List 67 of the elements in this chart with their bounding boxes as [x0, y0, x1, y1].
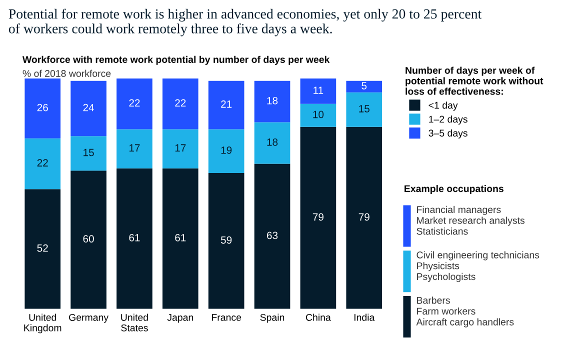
chart-title: Potential for remote work is higher in advanced economies, yet only 20 to 25 percent of workers could work remotely three to five days a week. — [8, 8, 482, 36]
data-label: 17 — [175, 144, 186, 152]
legend-label: 3–5 days — [428, 129, 468, 138]
chart-subtitle: Workforce with remote work potential by number of days per week — [22, 56, 330, 65]
text: Barbers Farm workers Aircraft cargo handlers — [416, 296, 514, 328]
data-label: 15 — [84, 148, 94, 156]
legend-title: Number of days per week of potential remote work without loss of effectiveness: — [406, 66, 544, 95]
bar — [346, 126, 382, 309]
legend-label: 1–2 days — [429, 116, 468, 125]
bar — [300, 104, 336, 127]
bar — [162, 168, 198, 309]
bar — [70, 136, 106, 171]
x-tick-label: Japan — [167, 314, 194, 323]
y-axis-title: % of 2018 workforce — [22, 70, 111, 77]
bar — [116, 129, 152, 168]
data-label: 22 — [129, 99, 140, 107]
data-label: 59 — [220, 236, 232, 244]
data-label: 79 — [312, 213, 324, 221]
data-label: 17 — [129, 144, 140, 152]
bar — [208, 80, 244, 130]
bar — [24, 138, 61, 190]
data-label: 60 — [83, 235, 94, 243]
data-label: 24 — [83, 104, 94, 112]
x-tick-label: Spain — [260, 314, 284, 323]
bar — [346, 92, 382, 127]
bar — [208, 172, 244, 309]
bar — [70, 80, 106, 136]
x-tick-label: France — [212, 314, 242, 321]
data-label: 18 — [267, 96, 278, 104]
text: Financial managers Market research analysts Statisticians — [416, 206, 525, 235]
data-label: 15 — [359, 105, 370, 112]
data-label: 79 — [358, 213, 370, 221]
data-label: 26 — [37, 104, 48, 112]
data-label: 21 — [221, 100, 232, 108]
x-tick-label: China — [306, 314, 331, 321]
data-label: 61 — [129, 234, 140, 242]
data-label: 63 — [266, 232, 278, 240]
bar — [24, 78, 61, 138]
bar — [300, 126, 336, 309]
text: Example occupations — [404, 184, 504, 194]
bar — [300, 78, 336, 104]
data-label: 19 — [221, 146, 232, 154]
data-label: 61 — [175, 234, 186, 242]
bar — [254, 80, 290, 122]
bar — [116, 168, 152, 309]
bar — [162, 129, 198, 168]
legend-label: <1 day — [428, 102, 458, 111]
data-label: 52 — [37, 244, 48, 252]
x-tick-label: India — [354, 314, 375, 321]
bar — [116, 78, 152, 130]
data-label: 18 — [267, 138, 278, 146]
bar — [346, 80, 382, 92]
data-label: 22 — [37, 159, 48, 166]
x-tick-label: United Kingdom — [24, 314, 62, 334]
x-tick-label: United States — [121, 314, 148, 332]
x-tick-label: Germany — [69, 314, 109, 323]
bar — [162, 78, 198, 130]
bar — [254, 164, 290, 309]
text: Civil engineering technicians Physicists Psychologists — [416, 251, 540, 282]
data-label: 22 — [175, 99, 186, 107]
bar — [70, 170, 106, 309]
data-label: 5 — [362, 82, 367, 90]
data-label: 10 — [313, 110, 324, 118]
bar — [24, 189, 61, 309]
data-label: 11 — [314, 86, 324, 94]
bar — [254, 122, 290, 164]
bar — [208, 129, 244, 173]
